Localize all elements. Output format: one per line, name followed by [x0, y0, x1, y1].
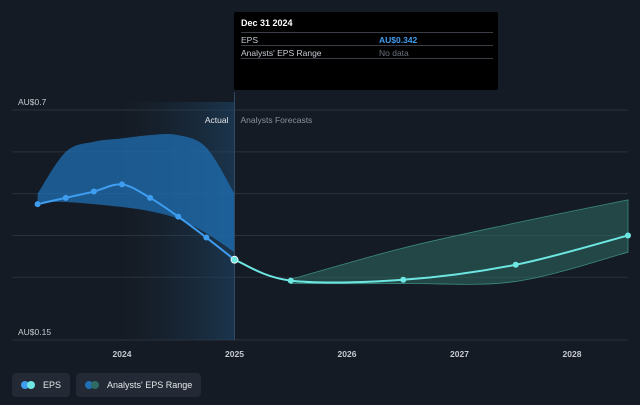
eps-data-point[interactable] [512, 261, 519, 268]
tooltip-date: Dec 31 2024 [241, 18, 293, 28]
eps-data-point[interactable] [147, 194, 154, 201]
legend-eps-range-label: Analysts' EPS Range [107, 380, 193, 390]
eps-data-point[interactable] [230, 255, 239, 264]
x-axis-tick-label: 2026 [338, 349, 357, 359]
eps-data-point[interactable] [62, 194, 69, 201]
x-axis-tick-label: 2028 [563, 349, 582, 359]
eps-data-point[interactable] [287, 277, 294, 284]
legend-item-eps-range[interactable]: Analysts' EPS Range [76, 373, 202, 397]
eps-range-forecast-band [290, 199, 629, 285]
legend-eps-label: EPS [43, 380, 62, 390]
legend: EPS Analysts' EPS Range [12, 373, 202, 399]
legend-item-eps[interactable]: EPS [12, 373, 71, 397]
x-axis-tick-label: 2024 [113, 349, 132, 359]
tooltip-range-label: Analysts' EPS Range [241, 48, 322, 58]
eps-data-point[interactable] [400, 276, 407, 283]
eps-range-legend-icon [85, 381, 100, 389]
eps-legend-icon [21, 381, 36, 389]
forecast-region-label: Analysts Forecasts [241, 115, 313, 125]
eps-data-point[interactable] [175, 213, 182, 220]
y-axis-bottom-label: AU$0.15 [18, 327, 51, 337]
actual-region-label: Actual [205, 115, 229, 125]
tooltip-range-value: No data [379, 48, 409, 58]
y-axis-top-label: AU$0.7 [18, 97, 47, 107]
hover-tooltip: Dec 31 2024 EPS AU$0.342 Analysts' EPS R… [234, 12, 498, 90]
eps-data-point[interactable] [119, 181, 125, 188]
eps-forecast-line [234, 234, 629, 284]
tooltip-eps-value: AU$0.342 [379, 35, 418, 45]
x-axis-tick-label: 2025 [225, 349, 244, 359]
tooltip-eps-label: EPS [241, 35, 259, 45]
eps-data-point[interactable] [203, 234, 210, 241]
eps-data-point[interactable] [34, 201, 41, 208]
tooltip-row-eps: EPS AU$0.342 [241, 32, 493, 46]
x-axis-tick-label: 2027 [450, 349, 469, 359]
tooltip-divider [241, 58, 493, 89]
tooltip-row-range: Analysts' EPS Range No data [241, 45, 493, 59]
eps-data-point[interactable] [90, 188, 97, 195]
eps-range-actual-band [37, 134, 235, 253]
eps-data-point[interactable] [625, 232, 631, 239]
